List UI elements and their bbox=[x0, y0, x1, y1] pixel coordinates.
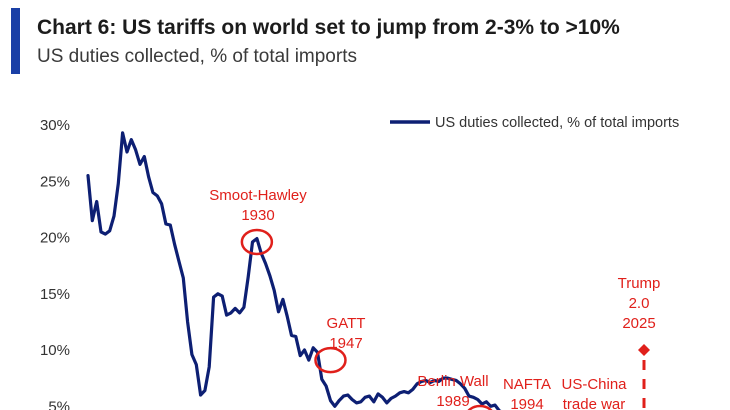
annotations: Smoot-Hawley 1930 GATT 1947 Berlin Wall 1989 N… bbox=[209, 187, 660, 410]
annotation-berlin-wall-marker bbox=[467, 404, 493, 410]
y-tick-label: 10% bbox=[40, 342, 70, 359]
title-accent-bar bbox=[11, 8, 20, 74]
series-line-us-duties bbox=[86, 131, 502, 410]
y-axis: 5% 10% 15% 20% 25% 30% bbox=[40, 117, 70, 410]
projection-point-trump bbox=[638, 344, 650, 356]
y-tick-label: 5% bbox=[48, 398, 70, 410]
y-tick-label: 30% bbox=[40, 117, 70, 134]
annotation-gatt-label: GATT bbox=[327, 315, 366, 332]
annotation-trump-label: Trump bbox=[618, 275, 661, 292]
annotation-gatt-label: 1947 bbox=[329, 335, 362, 352]
y-tick-label: 25% bbox=[40, 173, 70, 190]
legend-label: US duties collected, % of total imports bbox=[435, 115, 679, 131]
annotation-gatt-marker bbox=[314, 346, 347, 374]
annotation-nafta-label: NAFTA bbox=[503, 376, 551, 393]
chart-title: Chart 6: US tariffs on world set to jump… bbox=[37, 16, 620, 39]
y-tick-label: 15% bbox=[40, 286, 70, 303]
annotation-us-china-label: trade war bbox=[563, 396, 626, 410]
annotation-nafta-label: 1994 bbox=[510, 396, 543, 410]
annotation-berlin-wall-label: Berlin Wall bbox=[417, 373, 488, 390]
annotation-smoot-hawley-label: Smoot-Hawley bbox=[209, 187, 307, 204]
chart-subtitle: US duties collected, % of total imports bbox=[37, 46, 357, 67]
y-tick-label: 20% bbox=[40, 230, 70, 247]
annotation-berlin-wall-label: 1989 bbox=[436, 393, 469, 410]
annotation-us-china-label: US-China bbox=[561, 376, 627, 393]
legend: US duties collected, % of total imports bbox=[390, 115, 679, 131]
annotation-trump-label: 2.0 bbox=[629, 295, 650, 312]
annotation-smoot-hawley-marker bbox=[240, 228, 274, 256]
annotation-smoot-hawley-label: 1930 bbox=[241, 207, 274, 224]
annotation-trump-label: 2025 bbox=[622, 315, 655, 332]
